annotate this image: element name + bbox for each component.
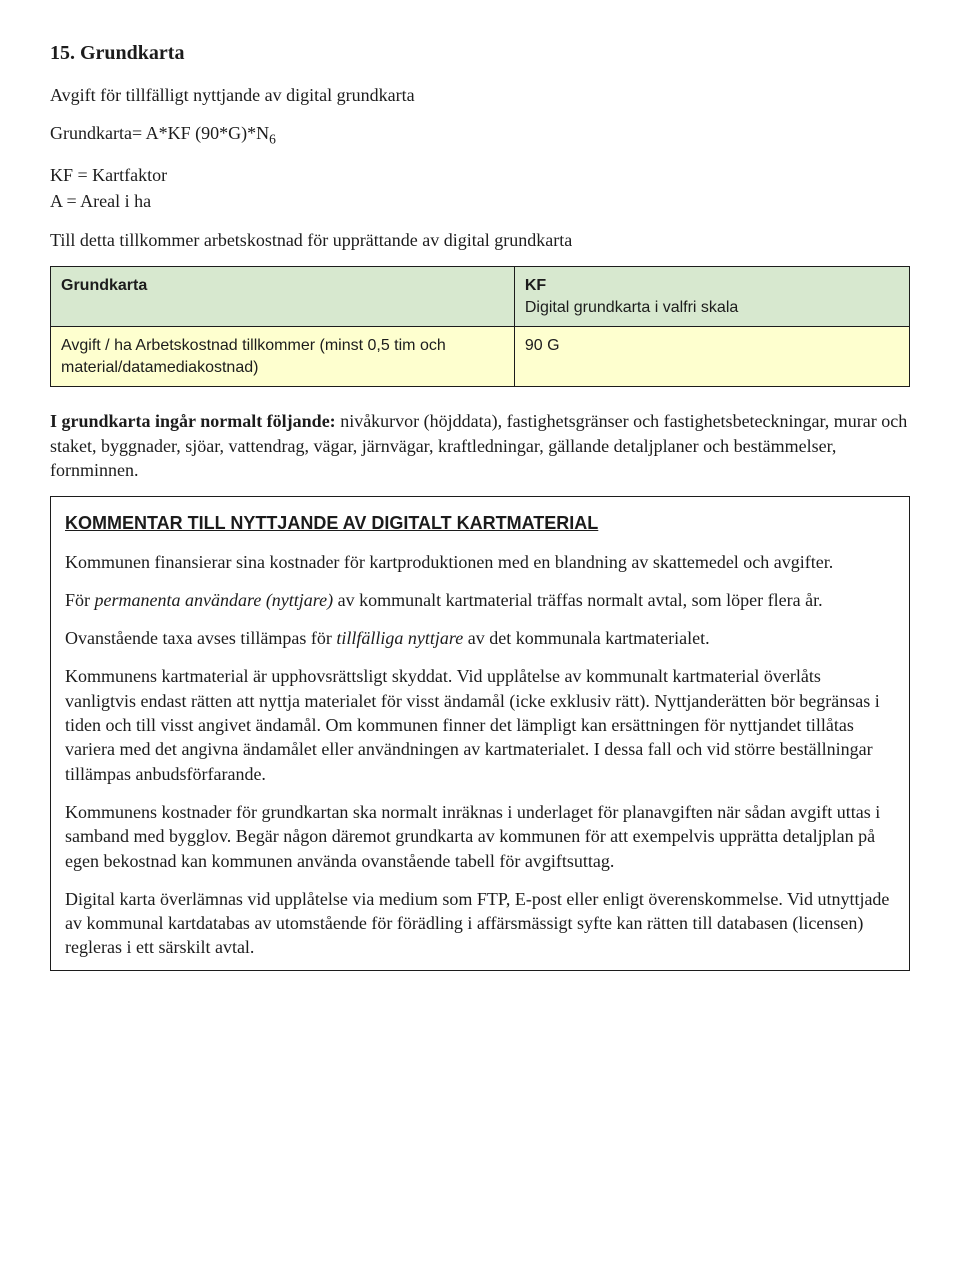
kommentar-p5: Kommunens kostnader för grundkartan ska …: [65, 800, 895, 873]
table-header-row: Grundkarta KF Digital grundkarta i valfr…: [51, 267, 910, 327]
kommentar-title: KOMMENTAR TILL NYTTJANDE AV DIGITALT KAR…: [65, 511, 895, 535]
kommentar-p1: Kommunen finansierar sina kostnader för …: [65, 550, 895, 574]
a-def: A = Areal i ha: [50, 189, 910, 213]
kommentar-p3-suffix: av det kommunala kartmaterialet.: [463, 628, 709, 648]
kommentar-p2-em: permanenta användare (nyttjare): [95, 590, 334, 610]
kommentar-p2-suffix: av kommunalt kartmaterial träffas normal…: [333, 590, 823, 610]
formula-line: Grundkarta= A*KF (90*G)*N6: [50, 121, 910, 149]
tillkommer-text: Till detta tillkommer arbetskostnad för …: [50, 228, 910, 252]
table-header-right: KF Digital grundkarta i valfri skala: [514, 267, 909, 327]
table-header-left: Grundkarta: [51, 267, 515, 327]
section-title: 15. Grundkarta: [50, 40, 910, 67]
following-paragraph: I grundkarta ingår normalt följande: niv…: [50, 409, 910, 482]
kommentar-p6: Digital karta överlämnas vid upplåtelse …: [65, 887, 895, 960]
kommentar-p2: För permanenta användare (nyttjare) av k…: [65, 588, 895, 612]
table-cell-left: Avgift / ha Arbetskostnad tillkommer (mi…: [51, 327, 515, 387]
kommentar-p3: Ovanstående taxa avses tillämpas för til…: [65, 626, 895, 650]
kf-def: KF = Kartfaktor: [50, 163, 910, 187]
kommentar-p3-em: tillfälliga nyttjare: [336, 628, 463, 648]
table-cell-right: 90 G: [514, 327, 909, 387]
following-prefix: I grundkarta ingår normalt följande:: [50, 411, 340, 431]
kommentar-p4: Kommunens kartmaterial är upphovsrättsli…: [65, 664, 895, 785]
kommentar-p2-prefix: För: [65, 590, 95, 610]
header-right-line2: Digital grundkarta i valfri skala: [525, 299, 738, 316]
header-right-line1: KF: [525, 277, 546, 294]
formula-subscript: 6: [269, 132, 276, 147]
kommentar-p3-prefix: Ovanstående taxa avses tillämpas för: [65, 628, 336, 648]
grundkarta-table: Grundkarta KF Digital grundkarta i valfr…: [50, 266, 910, 387]
kommentar-box: KOMMENTAR TILL NYTTJANDE AV DIGITALT KAR…: [50, 496, 910, 970]
table-row: Avgift / ha Arbetskostnad tillkommer (mi…: [51, 327, 910, 387]
formula-prefix: Grundkarta= A*KF (90*G)*N: [50, 123, 269, 143]
intro-text: Avgift för tillfälligt nyttjande av digi…: [50, 83, 910, 107]
